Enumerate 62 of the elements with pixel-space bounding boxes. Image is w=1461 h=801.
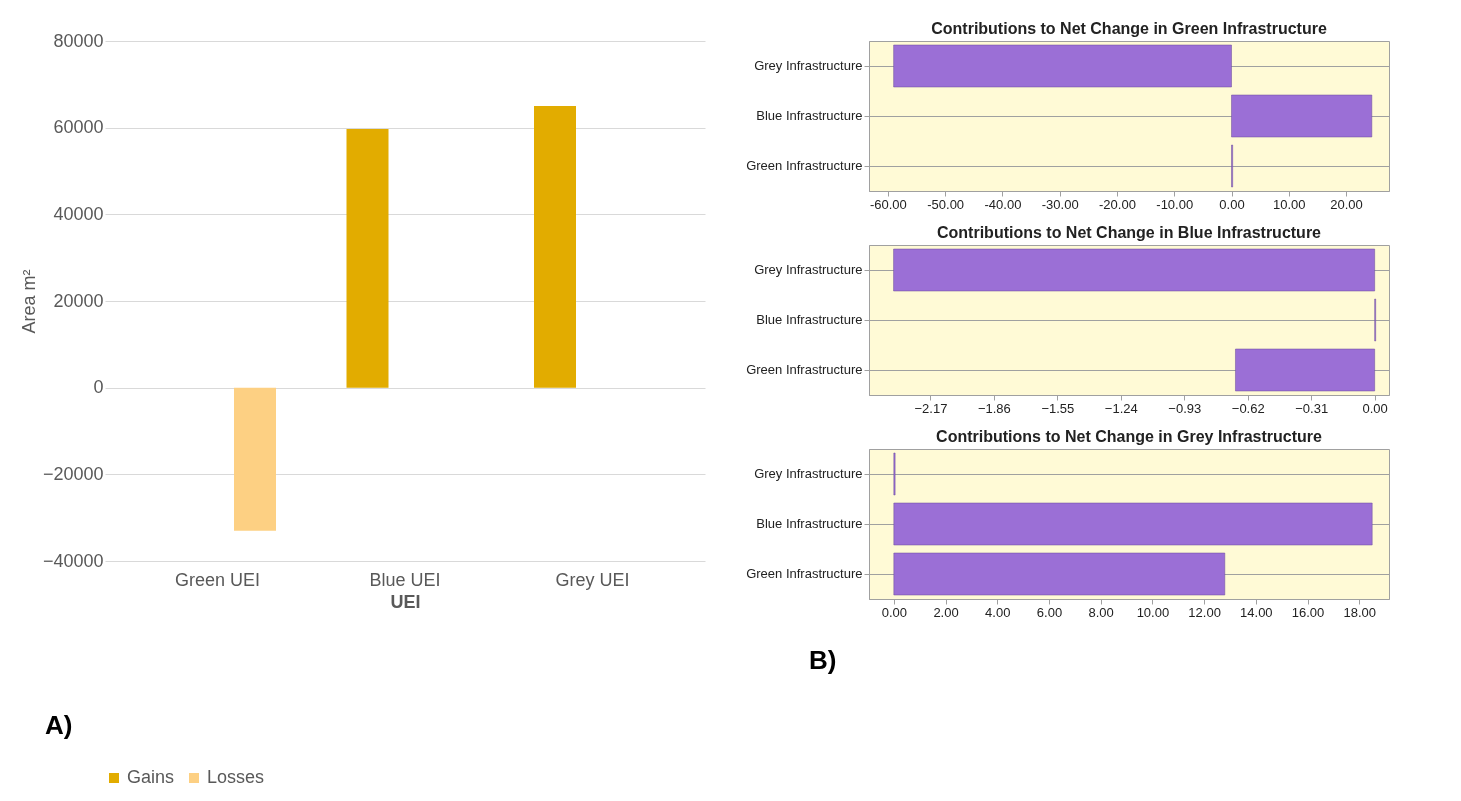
y-tick-label: Blue Infrastructure [756, 516, 863, 531]
x-tick-label: −1.24 [1104, 400, 1138, 416]
y-tick-label: Grey Infrastructure [754, 466, 863, 481]
y-tick-label: Green Infrastructure [746, 566, 863, 581]
x-tick-label: −0.62 [1231, 400, 1265, 416]
bar [893, 552, 1226, 596]
x-tick-label: -30.00 [1041, 196, 1079, 212]
x-tick-label: 0.00 [1362, 400, 1388, 416]
bar [893, 502, 1373, 546]
x-tick-label: -10.00 [1156, 196, 1194, 212]
x-tick-label: 12.00 [1188, 604, 1221, 620]
y-tick-label: Grey Infrastructure [754, 262, 863, 277]
y-tick-label: −20000 [42, 463, 104, 484]
x-tick-label: −1.86 [977, 400, 1011, 416]
y-tick-label: Green Infrastructure [746, 158, 863, 173]
x-tick-label: −0.93 [1168, 400, 1202, 416]
x-tick-label: −2.17 [914, 400, 948, 416]
y-tick-label: −40000 [42, 550, 104, 571]
y-tick-label: Grey Infrastructure [754, 58, 863, 73]
x-tick-label: 18.00 [1343, 604, 1377, 620]
bar [534, 106, 576, 388]
x-tick-label: 14.00 [1240, 604, 1273, 620]
chart-title: Contributions to Net Change in Blue Infrastructure [936, 224, 1322, 241]
text: A) [45, 710, 73, 740]
bar [346, 128, 389, 388]
legend-label: Gains [127, 767, 175, 787]
x-tick-label: 4.00 [985, 604, 1011, 620]
bar [893, 44, 1232, 88]
y-tick-label: Green Infrastructure [746, 362, 863, 377]
y-tick-label: Blue Infrastructure [756, 312, 863, 327]
x-tick-label: -20.00 [1099, 196, 1136, 212]
y-tick-label: Blue Infrastructure [756, 108, 863, 123]
y-tick-label: 80000 [53, 30, 104, 51]
x-tick-label: −1.55 [1041, 400, 1075, 416]
x-tick-label: Grey UEI [555, 569, 630, 590]
y-tick-label: 0 [93, 377, 104, 398]
y-axis-title: Area m² [18, 269, 39, 334]
bar [1231, 94, 1373, 138]
y-tick-label: 20000 [53, 290, 104, 311]
y-tick-label: 60000 [53, 117, 104, 138]
x-tick-label: -40.00 [984, 196, 1022, 212]
x-tick-label: −0.31 [1295, 400, 1329, 416]
x-tick-label: 2.00 [933, 604, 959, 620]
x-tick-label: 10.00 [1273, 196, 1306, 212]
chart-title: Contributions to Net Change in Green Infrastructure [931, 20, 1327, 37]
x-tick-label: 10.00 [1136, 604, 1170, 620]
x-tick-label: -60.00 [869, 196, 907, 212]
x-tick-label: 0.00 [881, 604, 907, 620]
x-tick-label: 6.00 [1036, 604, 1063, 620]
x-tick-label: 8.00 [1088, 604, 1114, 620]
x-tick-label: Blue UEI [369, 569, 441, 590]
x-tick-label: 16.00 [1291, 604, 1325, 620]
x-axis-title: UEI [390, 591, 421, 612]
text: B) [809, 645, 837, 675]
bar [234, 387, 276, 531]
x-tick-label: -50.00 [927, 196, 965, 212]
y-tick-label: 40000 [53, 203, 104, 224]
chart-title: Contributions to Net Change in Grey Infrastructure [936, 428, 1322, 445]
x-tick-label: 20.00 [1330, 196, 1363, 212]
x-tick-label: 0.00 [1219, 196, 1245, 212]
x-tick-label: Green UEI [174, 569, 261, 590]
legend-label: Losses [207, 767, 265, 787]
